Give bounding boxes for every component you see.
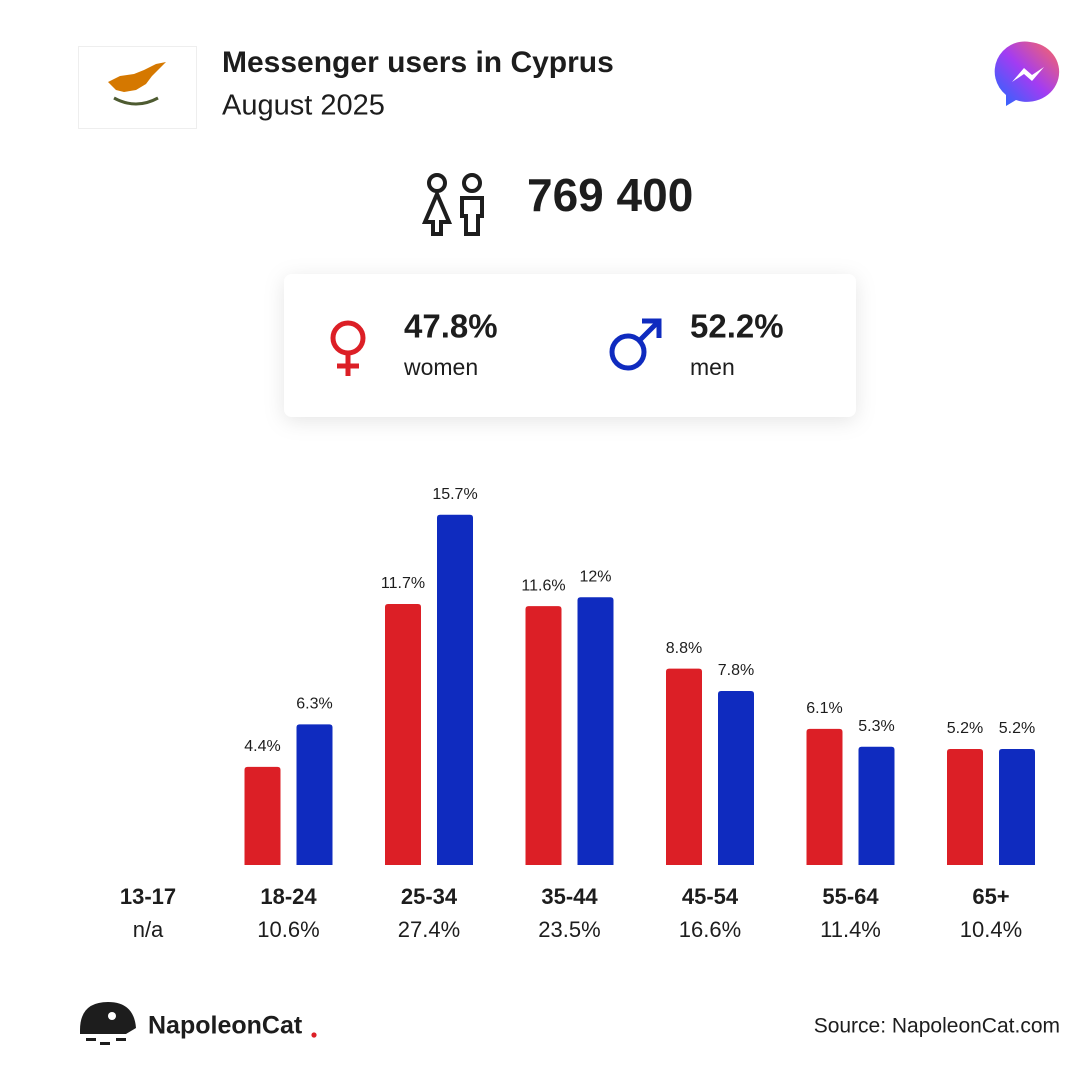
bar (947, 748, 983, 865)
women-label: women (403, 354, 478, 380)
bar (525, 606, 562, 865)
male-icon (609, 318, 662, 371)
bar-chart: 13-17 n/a 18-24 10.6% 4.4% 6.3% 25-34 27.4% 11.7… (120, 486, 1035, 942)
category-label: 35-44 (541, 884, 598, 909)
people-icon (421, 173, 484, 236)
value-label: 5.2% (947, 720, 983, 737)
bar (577, 597, 614, 865)
category-label: 18-24 (260, 884, 317, 909)
value-label: 15.7% (432, 486, 477, 503)
brand-name: NapoleonCat (148, 1012, 303, 1040)
female-icon (330, 320, 366, 376)
women-share: 47.8% (404, 308, 498, 345)
bar (385, 603, 421, 865)
category-total: 10.4% (960, 917, 1022, 942)
men-share: 52.2% (690, 308, 784, 345)
bar (296, 724, 333, 865)
value-label: 11.6% (521, 577, 565, 594)
value-label: 4.4% (244, 738, 280, 755)
brand-logo (80, 1002, 136, 1045)
category-label: 45-54 (682, 884, 739, 909)
value-label: 5.2% (999, 720, 1035, 737)
category-total: 11.4% (820, 917, 881, 942)
value-label: 12% (579, 568, 611, 585)
category-total: 27.4% (398, 917, 460, 942)
messenger-logo (994, 41, 1060, 106)
source: Source: NapoleonCat.com (814, 1015, 1060, 1038)
flag (78, 46, 197, 129)
category-total: 10.6% (257, 917, 319, 942)
category-total: 23.5% (538, 917, 600, 942)
category-label: 55-64 (822, 884, 879, 909)
category-total: 16.6% (679, 917, 741, 942)
bar (999, 748, 1035, 865)
value-label: 8.8% (666, 640, 702, 657)
brand-dot (311, 1032, 317, 1038)
subtitle: August 2025 (222, 90, 385, 122)
category-label: 65+ (972, 884, 1009, 909)
men-label: men (690, 354, 735, 380)
bar (858, 746, 895, 865)
bar (806, 728, 843, 865)
category-label: 25-34 (401, 884, 458, 909)
value-label: 7.8% (718, 662, 754, 679)
value-label: 6.1% (806, 700, 842, 717)
category-label: 13-17 (120, 884, 176, 909)
total-users: 769 400 (527, 169, 693, 221)
value-label: 6.3% (296, 696, 332, 713)
bar (666, 668, 702, 865)
gender-card (284, 274, 856, 417)
bar (437, 514, 473, 865)
title: Messenger users in Cyprus (222, 46, 614, 79)
category-total: n/a (133, 917, 164, 942)
value-label: 5.3% (858, 718, 894, 735)
value-label: 11.7% (381, 575, 425, 592)
bar (244, 766, 281, 865)
bar (718, 690, 754, 865)
